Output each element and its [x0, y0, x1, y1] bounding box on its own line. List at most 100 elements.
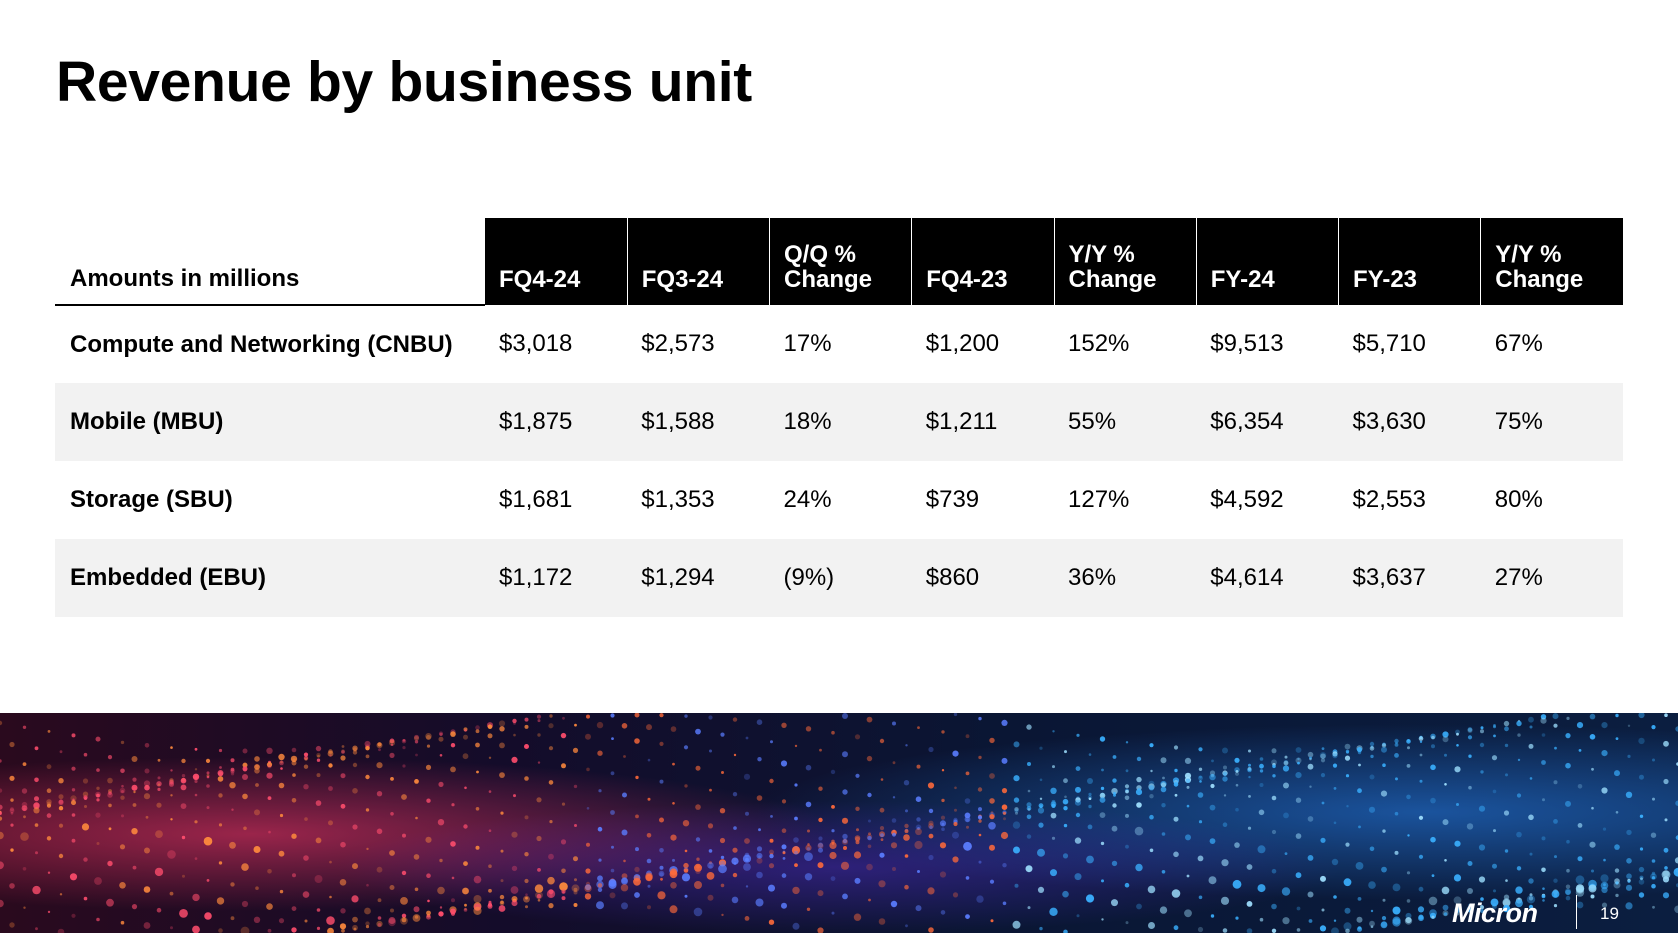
particle-dot [756, 846, 763, 852]
particle-dot [978, 716, 982, 721]
particle-dot [634, 866, 640, 873]
particle-dot [573, 784, 578, 789]
particle-dot [1380, 790, 1388, 797]
particle-dot [1308, 919, 1313, 923]
particle-dot [82, 791, 89, 797]
particle-dot [499, 900, 505, 906]
particle-dot [1650, 832, 1657, 838]
table-row: Mobile (MBU) $1,875 $1,588 18% $1,211 55… [55, 383, 1623, 461]
particle-dot [1456, 910, 1459, 913]
particle-dot [1529, 725, 1533, 729]
particle-dot [181, 774, 186, 778]
particle-dot [645, 874, 653, 882]
particle-dot [780, 760, 788, 767]
particle-dot [364, 740, 371, 747]
particle-dot [1478, 805, 1486, 812]
particle-dot [732, 792, 738, 797]
particle-dot [83, 896, 88, 901]
particle-dot [352, 745, 358, 751]
particle-dot [1101, 918, 1104, 921]
particle-dot [1504, 849, 1509, 853]
particle-dot [954, 786, 957, 790]
particle-dot [829, 841, 837, 849]
particle-dot [694, 881, 702, 889]
particle-dot [561, 763, 566, 769]
particle-dot [84, 805, 87, 808]
particle-dot [646, 858, 652, 864]
particle-dot [1136, 756, 1142, 762]
particle-dot [1063, 823, 1068, 828]
particle-dot [279, 813, 284, 818]
particle-dot [1171, 889, 1181, 898]
particle-dot [1184, 909, 1192, 918]
particle-dot [218, 928, 223, 933]
particle-dot [1516, 866, 1522, 871]
particle-dot [1540, 714, 1547, 720]
particle-dot [9, 775, 15, 781]
particle-dot [928, 820, 934, 826]
particle-dot [463, 734, 468, 740]
particle-dot [1184, 757, 1192, 764]
particle-dot [267, 796, 272, 800]
particle-dot [181, 758, 186, 764]
particle-dot [831, 730, 835, 735]
table-row: Compute and Networking (CNBU) $3,018 $2,… [55, 305, 1623, 383]
particle-dot [878, 918, 886, 925]
particle-dot [1037, 807, 1045, 814]
particle-dot [1235, 807, 1239, 812]
particle-dot [695, 765, 701, 771]
particle-dot [291, 747, 297, 753]
particle-dot [743, 863, 751, 871]
particle-dot [794, 783, 798, 787]
particle-dot [1052, 765, 1055, 769]
particle-dot [83, 752, 88, 757]
particle-dot [524, 776, 529, 781]
particle-dot [194, 857, 198, 860]
particle-dot [781, 873, 787, 878]
particle-dot [904, 854, 909, 858]
particle-dot [156, 907, 162, 913]
particle-dot [524, 724, 529, 729]
particle-dot [647, 797, 651, 801]
particle-dot [560, 839, 567, 845]
particle-dot [254, 764, 260, 770]
particle-dot [1369, 846, 1375, 852]
particle-dot [488, 756, 492, 759]
particle-dot [131, 904, 138, 910]
particle-dot [596, 901, 604, 910]
particle-dot [473, 875, 482, 884]
particle-dot [684, 894, 688, 898]
particle-dot [206, 879, 210, 882]
particle-dot [107, 755, 113, 760]
particle-dot [1591, 767, 1594, 771]
particle-dot [1320, 758, 1326, 763]
particle-dot [1565, 884, 1571, 889]
particle-dot [96, 786, 100, 790]
particle-dot [71, 733, 76, 738]
row-label-cnbu: Compute and Networking (CNBU) [70, 330, 453, 358]
particle-dot [1357, 897, 1362, 901]
particle-dot [805, 726, 812, 732]
particle-dot [1283, 812, 1289, 819]
table-cell: $9,513 [1210, 330, 1284, 357]
particle-dot [1012, 920, 1021, 929]
particle-dot [488, 790, 492, 793]
particle-dot [364, 907, 371, 915]
particle-dot [1136, 776, 1142, 783]
particle-dot [278, 782, 285, 789]
particle-dot [1259, 769, 1264, 773]
particle-dot [598, 789, 602, 793]
particle-dot [0, 861, 4, 870]
particle-dot [1652, 758, 1655, 762]
particle-dot [1428, 896, 1438, 906]
particle-dot [609, 892, 616, 899]
particle-dot [1222, 747, 1228, 754]
particle-dot [46, 813, 52, 818]
particle-dot [524, 815, 529, 820]
particle-dot [1344, 743, 1351, 750]
particle-dot [927, 782, 935, 789]
particle-dot [106, 898, 114, 907]
particle-dot [291, 927, 297, 933]
particle-dot [1664, 818, 1668, 822]
particle-dot [1441, 886, 1450, 895]
